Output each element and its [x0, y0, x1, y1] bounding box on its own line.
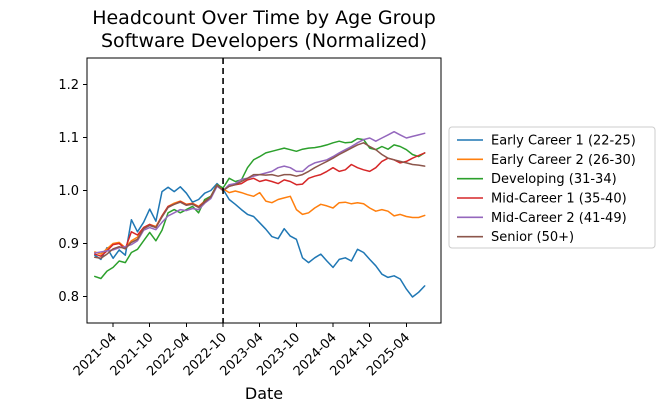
- series-line-developing-31-34: [94, 137, 426, 280]
- legend-box: [448, 126, 656, 249]
- chart-subtitle: Software Developers (Normalized): [101, 30, 427, 52]
- legend-label: Mid-Career 1 (35-40): [491, 191, 627, 206]
- y-tick-label: 1.2: [58, 78, 79, 93]
- legend-item: Early Career 1 (22-25): [457, 134, 636, 149]
- y-tick-label: 0.9: [58, 237, 79, 252]
- chart-title: Headcount Over Time by Age Group: [92, 7, 436, 29]
- legend-item: Developing (31-34): [457, 172, 617, 187]
- legend-label: Senior (50+): [491, 230, 574, 245]
- legend-item: Senior (50+): [457, 230, 574, 245]
- legend-label: Early Career 1 (22-25): [491, 134, 636, 149]
- legend-label: Early Career 2 (26-30): [491, 153, 636, 168]
- y-tick-label: 1.1: [58, 131, 79, 146]
- y-tick-label: 1.0: [58, 184, 79, 199]
- legend-item: Mid-Career 2 (41-49): [457, 211, 627, 226]
- series-lines: [94, 130, 426, 298]
- x-axis-ticks: 2021-042021-102022-042022-102023-042023-…: [71, 323, 413, 379]
- series-line-mid-career-1-35-40: [94, 152, 426, 257]
- legend-label: Mid-Career 2 (41-49): [491, 211, 627, 226]
- legend-label: Developing (31-34): [491, 172, 617, 187]
- x-axis-label: Date: [245, 384, 283, 403]
- legend-item: Mid-Career 1 (35-40): [457, 191, 627, 206]
- legend-item: Early Career 2 (26-30): [457, 153, 636, 168]
- y-tick-label: 0.8: [58, 290, 79, 305]
- series-line-early-career-1-22-25: [94, 182, 426, 298]
- legend: Early Career 1 (22-25) Early Career 2 (26…: [448, 126, 656, 249]
- plot-border: [86, 57, 442, 324]
- y-axis-ticks: 0.8 0.9 1.0 1.1 1.2: [58, 78, 87, 305]
- series-line-senior-50: [94, 142, 426, 260]
